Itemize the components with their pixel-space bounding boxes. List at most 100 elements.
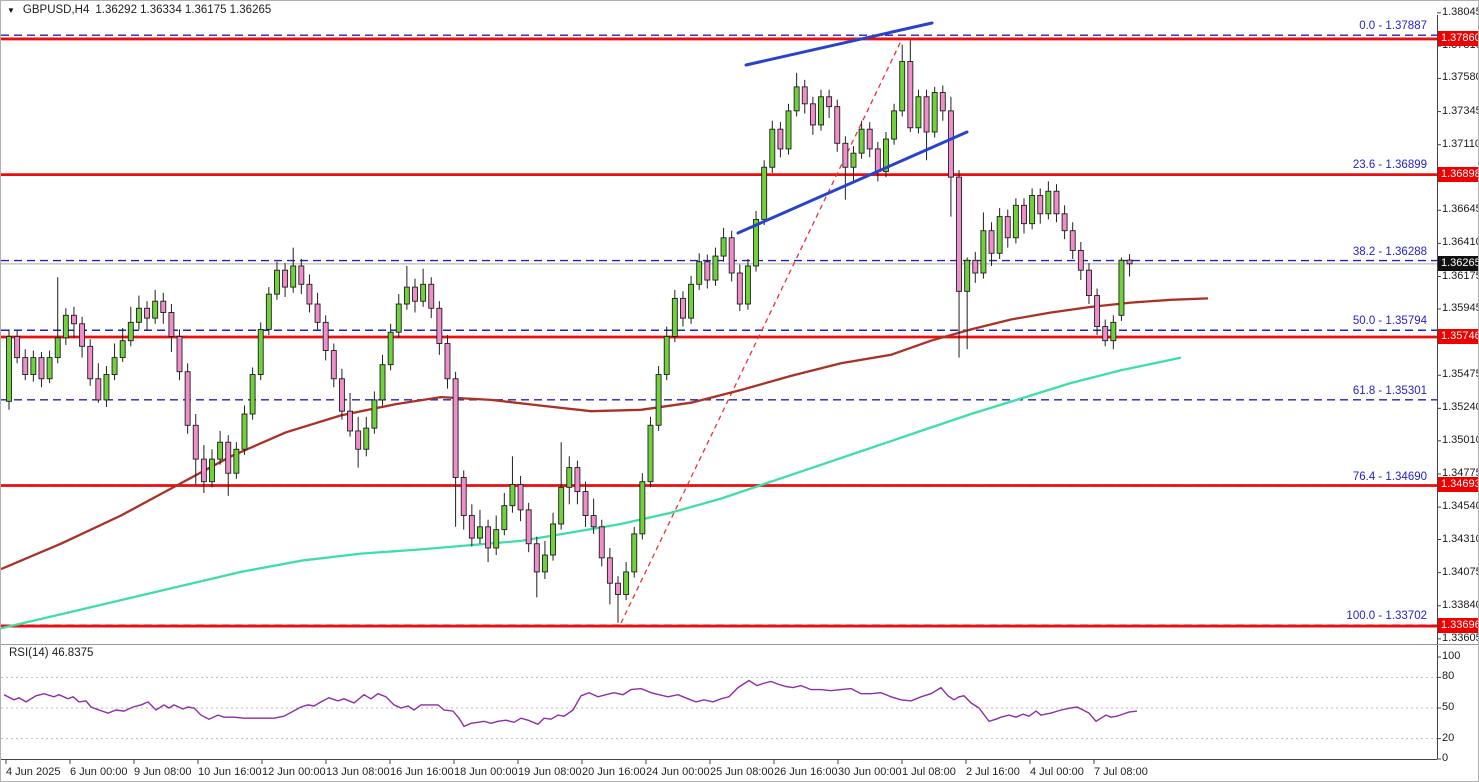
lower-channel-line[interactable]: [736, 130, 969, 235]
candle-body: [79, 323, 86, 347]
candle-body: [290, 265, 297, 288]
price-tick-label: 1.35010: [1442, 433, 1479, 446]
candle-body: [590, 515, 597, 528]
candle-body: [704, 261, 711, 281]
time-tick-label: 30 Jun 00:00: [838, 766, 902, 778]
rsi-pane[interactable]: [1, 676, 1437, 740]
candle-body: [915, 96, 922, 129]
time-tick-label: 16 Jun 16:00: [390, 766, 454, 778]
candle-body: [436, 307, 443, 344]
candle-body: [688, 283, 695, 319]
ma-fast-teal: [1, 356, 1182, 630]
candle-body: [558, 486, 565, 525]
candle-body: [176, 336, 183, 373]
candle-body: [1012, 204, 1019, 239]
price-tick-label: 1.34775: [1442, 466, 1479, 479]
candle-body: [598, 526, 605, 559]
rsi-tick-label: 50: [1442, 701, 1455, 713]
symbol-title-bar: ▼ GBPUSD,H4 1.36292 1.36334 1.36175 1.36…: [7, 3, 271, 17]
candle-body: [298, 265, 305, 285]
candle-body: [850, 152, 857, 168]
candle-body: [1029, 195, 1036, 225]
candle-body: [233, 448, 240, 474]
rsi-tick-label: 0: [1442, 752, 1449, 764]
candle-body: [988, 230, 995, 254]
fib-level-label: 23.6 - 1.36899: [1352, 159, 1427, 172]
candle-body: [671, 297, 678, 337]
candle-body: [964, 259, 971, 292]
candle-body: [947, 110, 954, 178]
candle-body: [931, 92, 938, 133]
fib-level-label: 38.2 - 1.36288: [1352, 245, 1427, 258]
candle-body: [355, 430, 362, 450]
price-tick-label: 1.36645: [1442, 203, 1479, 216]
candle-body: [509, 484, 516, 507]
candle-body: [866, 128, 873, 150]
time-tick-label: 6 Jun 00:00: [70, 766, 128, 778]
candle-body: [574, 467, 581, 493]
candle-body: [1118, 259, 1125, 316]
candle-body: [135, 307, 142, 323]
fib-level-label: 100.0 - 1.33702: [1346, 610, 1427, 623]
candle-body: [744, 265, 751, 305]
candle-body: [996, 216, 1003, 254]
price-tick-label: 1.37580: [1442, 71, 1479, 84]
price-tick-label: 1.36410: [1442, 236, 1479, 249]
price-tick-label: 1.35945: [1442, 301, 1479, 314]
time-tick-label: 7 Jul 08:00: [1094, 766, 1148, 778]
candle-body: [493, 529, 500, 549]
candle-body: [403, 286, 410, 305]
candle-body: [200, 458, 207, 483]
time-tick-label: 12 Jun 00:00: [262, 766, 326, 778]
candle-body: [22, 357, 29, 375]
candle-body: [95, 378, 102, 401]
candle-body: [420, 283, 427, 302]
rsi-tick-label: 80: [1442, 670, 1455, 683]
candle-body: [1126, 259, 1133, 265]
candle-body: [842, 142, 849, 168]
level-price-badge: 1.36898: [1438, 166, 1478, 182]
candle-body: [209, 458, 215, 483]
candle-body: [62, 314, 69, 339]
candle-body: [1037, 195, 1044, 215]
candle-body: [371, 399, 378, 429]
price-tick-label: 1.34310: [1442, 532, 1479, 545]
fib-level-label: 61.8 - 1.35301: [1352, 384, 1427, 397]
candle-body: [680, 297, 686, 319]
time-tick-label: 2 Jul 16:00: [966, 766, 1020, 778]
time-tick-label: 4 Jun 2025: [6, 766, 61, 778]
candle-body: [71, 314, 77, 325]
main-pane[interactable]: [1, 21, 1437, 630]
candle-body: [858, 128, 865, 154]
upper-channel-line[interactable]: [744, 21, 934, 67]
candle-body: [769, 128, 776, 168]
candle-body: [525, 509, 532, 545]
candle-body: [347, 410, 353, 432]
fib-base-ray[interactable]: [620, 38, 903, 624]
symbol-dropdown-icon[interactable]: ▼: [7, 5, 15, 15]
candle-body: [1102, 326, 1109, 342]
candle-body: [306, 283, 313, 305]
candle-body: [38, 357, 45, 380]
candle-body: [801, 86, 808, 105]
candle-body: [127, 321, 134, 342]
candle-body: [696, 261, 703, 285]
candle-body: [501, 505, 508, 531]
candle-body: [477, 526, 483, 539]
candle-body: [647, 424, 654, 483]
candle-body: [655, 374, 662, 426]
candle-body: [615, 582, 621, 595]
candle-body: [160, 300, 167, 313]
candle-body: [874, 148, 881, 172]
candle-body: [184, 371, 191, 426]
candle-body: [923, 96, 930, 133]
candle-body: [111, 357, 118, 375]
candle-body: [1045, 190, 1052, 215]
candle-body: [395, 303, 402, 333]
candle-body: [761, 166, 768, 220]
candle-body: [282, 269, 289, 288]
candle-body: [736, 272, 743, 305]
candle-body: [785, 110, 792, 150]
